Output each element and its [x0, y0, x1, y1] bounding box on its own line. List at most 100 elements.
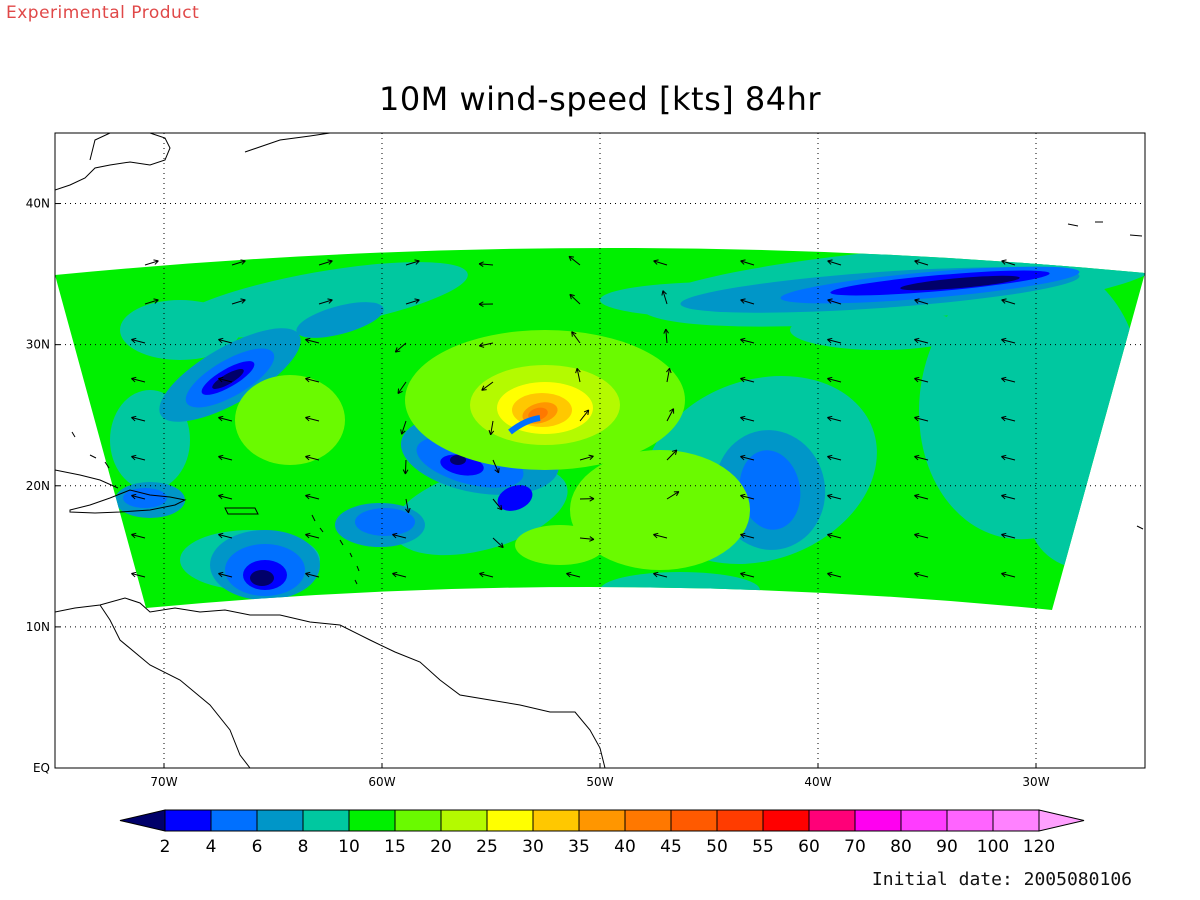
- wind-contour-region: [123, 488, 167, 508]
- lon-tick-label: 30W: [1022, 775, 1049, 789]
- wind-arrow: [1001, 532, 1016, 539]
- lat-tick-label: 10N: [26, 620, 50, 634]
- colorbar-label: 60: [798, 837, 820, 857]
- colorbar-swatch: [348, 809, 396, 832]
- colorbar-swatch: [716, 809, 764, 832]
- colorbar-swatch: [670, 809, 718, 832]
- wind-arrow: [914, 454, 929, 461]
- wind-contour-region: [1030, 470, 1145, 570]
- coastline-segment: [311, 514, 316, 522]
- colorbar-swatch: [164, 809, 212, 832]
- wind-arrow: [218, 376, 233, 383]
- wind-arrow: [740, 415, 755, 422]
- wind-arrow: [914, 259, 929, 266]
- wind-arrow: [1001, 493, 1016, 500]
- colorbar-label: 40: [614, 837, 636, 857]
- wind-contour-region: [235, 375, 345, 465]
- wind-arrow: [492, 498, 503, 511]
- wind-arrow: [405, 498, 411, 514]
- wind-arrow: [914, 493, 929, 500]
- wind-arrow: [666, 367, 672, 383]
- wind-arrow: [914, 298, 929, 305]
- colorbar-swatch: [302, 809, 350, 832]
- wind-arrow: [392, 532, 407, 539]
- coastlines: [55, 133, 1144, 768]
- colorbar-swatch: [486, 809, 534, 832]
- colorbar-swatch: [210, 809, 258, 832]
- wind-arrow: [481, 381, 494, 391]
- wind-arrow: [1001, 298, 1016, 305]
- wind-contour-region: [355, 508, 415, 536]
- wind-arrow: [478, 261, 494, 267]
- wind-arrow: [579, 409, 590, 422]
- wind-contour-region: [790, 310, 970, 350]
- wind-arrow: [740, 259, 755, 266]
- wind-contour-region: [600, 572, 760, 608]
- wind-arrow: [579, 495, 595, 502]
- lon-tick-label: 50W: [586, 775, 613, 789]
- wind-arrow: [305, 532, 320, 539]
- wind-arrow: [914, 337, 929, 344]
- coastline-segment: [55, 597, 606, 768]
- wind-arrow: [318, 298, 333, 305]
- colorbar-swatch: [256, 809, 304, 832]
- wind-arrow: [318, 259, 333, 266]
- wind-arrow: [397, 381, 407, 394]
- coastline-segment: [69, 489, 187, 514]
- colorbar-label: 35: [568, 837, 590, 857]
- colorbar-label: 90: [936, 837, 958, 857]
- lat-tick-label: 20N: [26, 479, 50, 493]
- coastline-segment: [89, 454, 97, 459]
- wind-vectors: [131, 255, 1016, 578]
- colorbar-label: 6: [252, 837, 263, 857]
- wind-arrow: [827, 454, 842, 461]
- initial-date-label: Initial date: 2005080106: [871, 869, 1132, 890]
- lon-tick-label: 70W: [150, 775, 177, 789]
- wind-arrow: [218, 493, 233, 500]
- wind-arrow: [827, 571, 842, 578]
- coastline-segment: [104, 461, 110, 469]
- wind-arrow: [740, 454, 755, 461]
- wind-arrow: [740, 376, 755, 383]
- colorbar-swatch: [394, 809, 442, 832]
- lat-lon-grid: [55, 133, 1145, 768]
- coastline-segment: [71, 431, 76, 438]
- wind-arrow: [305, 376, 320, 383]
- wind-arrow: [914, 415, 929, 422]
- wind-arrow: [568, 255, 581, 266]
- storm-eye-band: [508, 415, 541, 435]
- wind-arrow: [218, 454, 233, 461]
- coastline-segment: [1136, 525, 1144, 530]
- wind-arrow: [740, 337, 755, 344]
- wind-arrow: [914, 532, 929, 539]
- wind-arrow: [1001, 571, 1016, 578]
- wind-arrow: [131, 376, 146, 383]
- colorbar-label: 80: [890, 837, 912, 857]
- wind-arrow: [305, 337, 320, 344]
- wind-arrow: [144, 259, 159, 266]
- wind-arrow: [653, 532, 668, 539]
- wind-arrow: [1001, 337, 1016, 344]
- wind-arrow: [827, 298, 842, 305]
- colorbar-swatch: [808, 809, 856, 832]
- wind-arrow: [666, 449, 678, 461]
- lat-tick-label: EQ: [33, 761, 50, 775]
- colorbar-swatch: [946, 809, 994, 832]
- coastline-segment: [349, 552, 353, 558]
- coastline-segment: [224, 507, 259, 515]
- wind-arrow: [394, 342, 407, 353]
- colorbar-label: 70: [844, 837, 866, 857]
- colorbar-high-triangle: [1038, 809, 1085, 832]
- wind-arrow: [914, 376, 929, 383]
- colorbar-swatch: [900, 809, 948, 832]
- wind-arrow: [305, 415, 320, 422]
- wind-arrow: [131, 337, 146, 344]
- wind-arrow: [575, 367, 581, 383]
- wind-arrow: [305, 571, 320, 578]
- wind-arrow: [1001, 259, 1016, 266]
- wind-arrow: [218, 532, 233, 539]
- colorbar-label: 4: [206, 837, 217, 857]
- wind-arrow: [131, 571, 146, 578]
- wind-arrow: [131, 415, 146, 422]
- wind-arrow: [144, 298, 159, 305]
